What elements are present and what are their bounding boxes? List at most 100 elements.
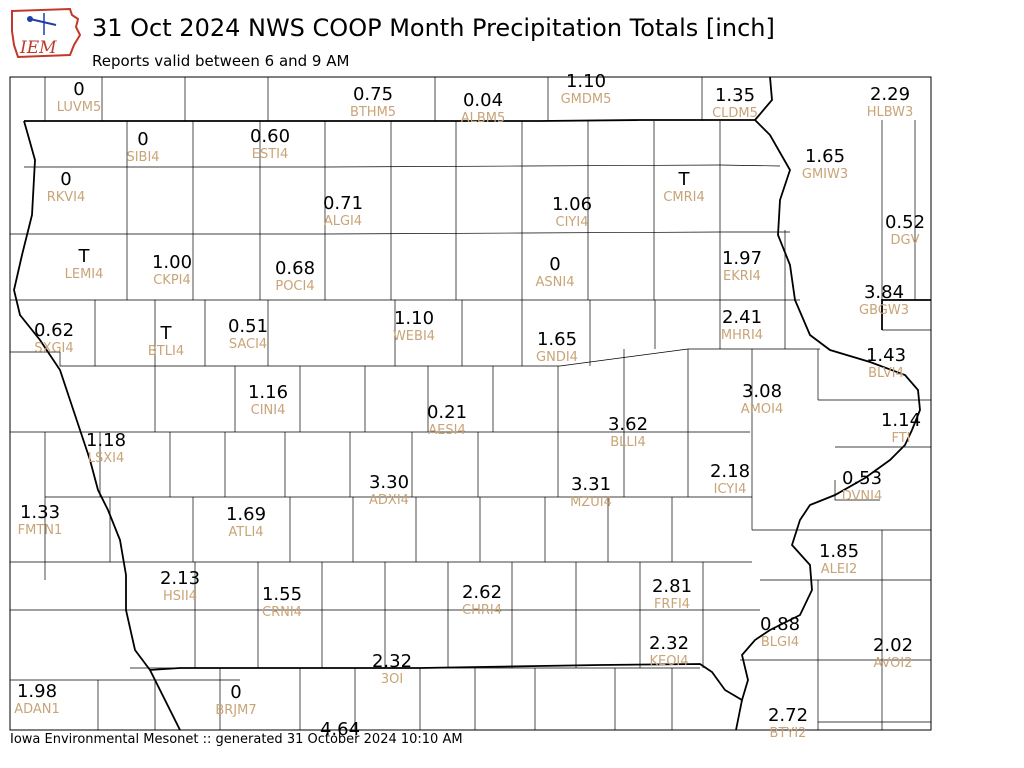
station-id: BLLI4 xyxy=(610,435,646,450)
logo-text: IEM xyxy=(19,38,57,58)
station-id: EKRI4 xyxy=(723,269,761,284)
station-id: BTYI2 xyxy=(770,726,807,741)
station-value: 2.29 xyxy=(870,84,910,105)
station-id: GBGW3 xyxy=(859,303,909,318)
station-value: 0.21 xyxy=(427,402,467,423)
station-value: 1.98 xyxy=(17,681,57,702)
station-value: 0.51 xyxy=(228,316,268,337)
station-value: 0.53 xyxy=(842,468,882,489)
station-id: ESTI4 xyxy=(252,147,289,162)
station-value: 1.65 xyxy=(805,146,845,167)
station-value: 4.64 xyxy=(320,719,360,740)
station-id: FTI xyxy=(891,431,910,446)
station-id: LUVM5 xyxy=(57,100,102,115)
station-value: 2.32 xyxy=(649,633,689,654)
county-boundaries xyxy=(10,77,931,730)
station-value: 0 xyxy=(60,169,71,190)
station-id: SACI4 xyxy=(229,337,267,352)
page-subtitle: Reports valid between 6 and 9 AM xyxy=(92,52,350,70)
station-value: 3.31 xyxy=(571,474,611,495)
station-value: 0.71 xyxy=(323,193,363,214)
station-marker: 4.64 xyxy=(320,719,360,740)
station-id: BTHM5 xyxy=(350,105,396,120)
station-id: ADXI4 xyxy=(369,493,409,508)
station-id: MZUI4 xyxy=(570,495,612,510)
station-id: LSXI4 xyxy=(88,451,125,466)
station-value: 1.00 xyxy=(152,252,192,273)
footer-credit: Iowa Environmental Mesonet :: generated … xyxy=(10,732,463,747)
station-id: CMRI4 xyxy=(663,190,704,205)
station-value: 0 xyxy=(137,129,148,150)
station-id: WEBI4 xyxy=(393,329,435,344)
iem-logo: IEM xyxy=(11,7,82,59)
station-value: 0 xyxy=(549,254,560,275)
page-title: 31 Oct 2024 NWS COOP Month Precipitation… xyxy=(92,14,775,42)
station-value: 0 xyxy=(230,682,241,703)
station-id: AESI4 xyxy=(428,423,465,438)
station-value: 1.16 xyxy=(248,382,288,403)
station-id: AVOI2 xyxy=(873,656,912,671)
station-value: 1.06 xyxy=(552,194,592,215)
station-id: CINI4 xyxy=(251,403,286,418)
station-id: BRJM7 xyxy=(215,703,256,718)
station-value: 0.60 xyxy=(250,126,290,147)
station-value: 2.81 xyxy=(652,576,692,597)
station-id: CKPI4 xyxy=(153,273,191,288)
station-value: 2.72 xyxy=(768,705,808,726)
station-value: T xyxy=(78,246,91,267)
station-id: ALBM5 xyxy=(461,111,506,126)
station-id: KEOI4 xyxy=(649,654,688,669)
station-value: 2.13 xyxy=(160,568,200,589)
station-value: 1.69 xyxy=(226,504,266,525)
station-id: 3OI xyxy=(381,672,403,687)
station-value: 1.97 xyxy=(722,248,762,269)
station-value: 0.62 xyxy=(34,320,74,341)
station-id: DVNI4 xyxy=(842,489,883,504)
station-value: 1.18 xyxy=(86,430,126,451)
station-id: BLVI4 xyxy=(868,366,904,381)
station-value: 0.68 xyxy=(275,258,315,279)
station-id: MHRI4 xyxy=(721,328,763,343)
station-value: 1.55 xyxy=(262,584,302,605)
station-value: 3.30 xyxy=(369,472,409,493)
station-value: 3.08 xyxy=(742,381,782,402)
station-id: ALGI4 xyxy=(324,214,362,229)
station-value: 1.14 xyxy=(881,410,921,431)
station-value: T xyxy=(678,169,691,190)
station-id: POCI4 xyxy=(275,279,314,294)
station-id: CLDM5 xyxy=(712,106,758,121)
